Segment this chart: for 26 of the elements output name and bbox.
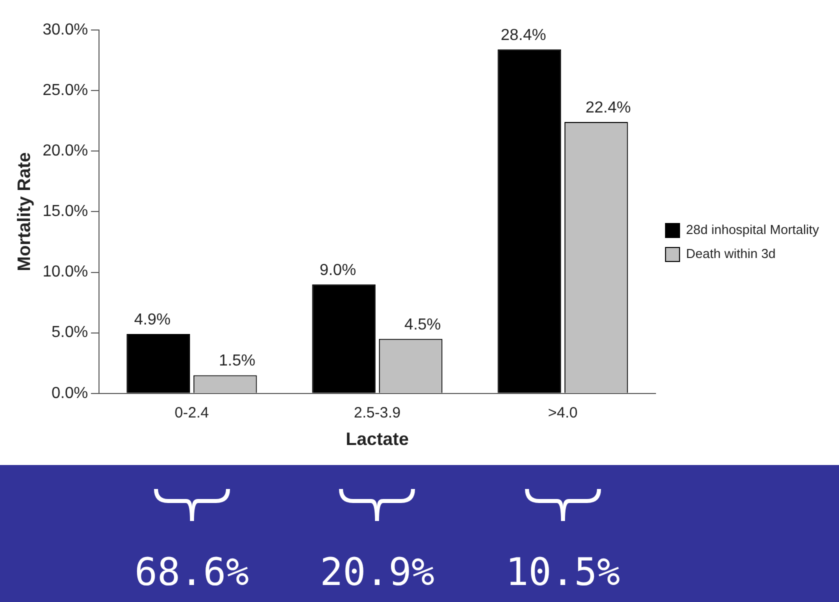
x-tick-label: >4.0 — [548, 404, 578, 422]
x-tick-label: 2.5-3.9 — [354, 404, 401, 422]
data-label: 22.4% — [585, 99, 631, 116]
legend-label: 28d inhospital Mortality — [686, 222, 820, 238]
data-label: 4.9% — [134, 311, 171, 328]
y-axis-title: Mortality Rate — [14, 152, 34, 272]
data-label: 9.0% — [320, 262, 356, 279]
y-tick-label: 15.0% — [42, 203, 88, 220]
x-tick-label: 0-2.4 — [174, 404, 209, 422]
bar — [498, 49, 562, 393]
y-tick-label: 30.0% — [42, 21, 88, 38]
legend-label: Death within 3d — [686, 246, 776, 262]
text: 10.5% — [504, 550, 621, 594]
y-tick-label: 25.0% — [42, 82, 88, 99]
data-label: 28.4% — [500, 26, 546, 44]
data-label: 1.5% — [218, 352, 256, 370]
y-tick-label: 5.0% — [52, 324, 88, 342]
y-tick-label: 0.0% — [52, 384, 88, 402]
y-tick-label: 20.0% — [42, 142, 88, 160]
data-label: 4.5% — [404, 316, 441, 334]
x-axis-title: Lactate — [346, 429, 409, 450]
bar — [312, 284, 376, 393]
bar — [126, 334, 190, 393]
text: 68.6% — [134, 550, 250, 594]
y-tick-label: 10.0% — [42, 264, 88, 281]
text: 20.9% — [319, 550, 436, 594]
